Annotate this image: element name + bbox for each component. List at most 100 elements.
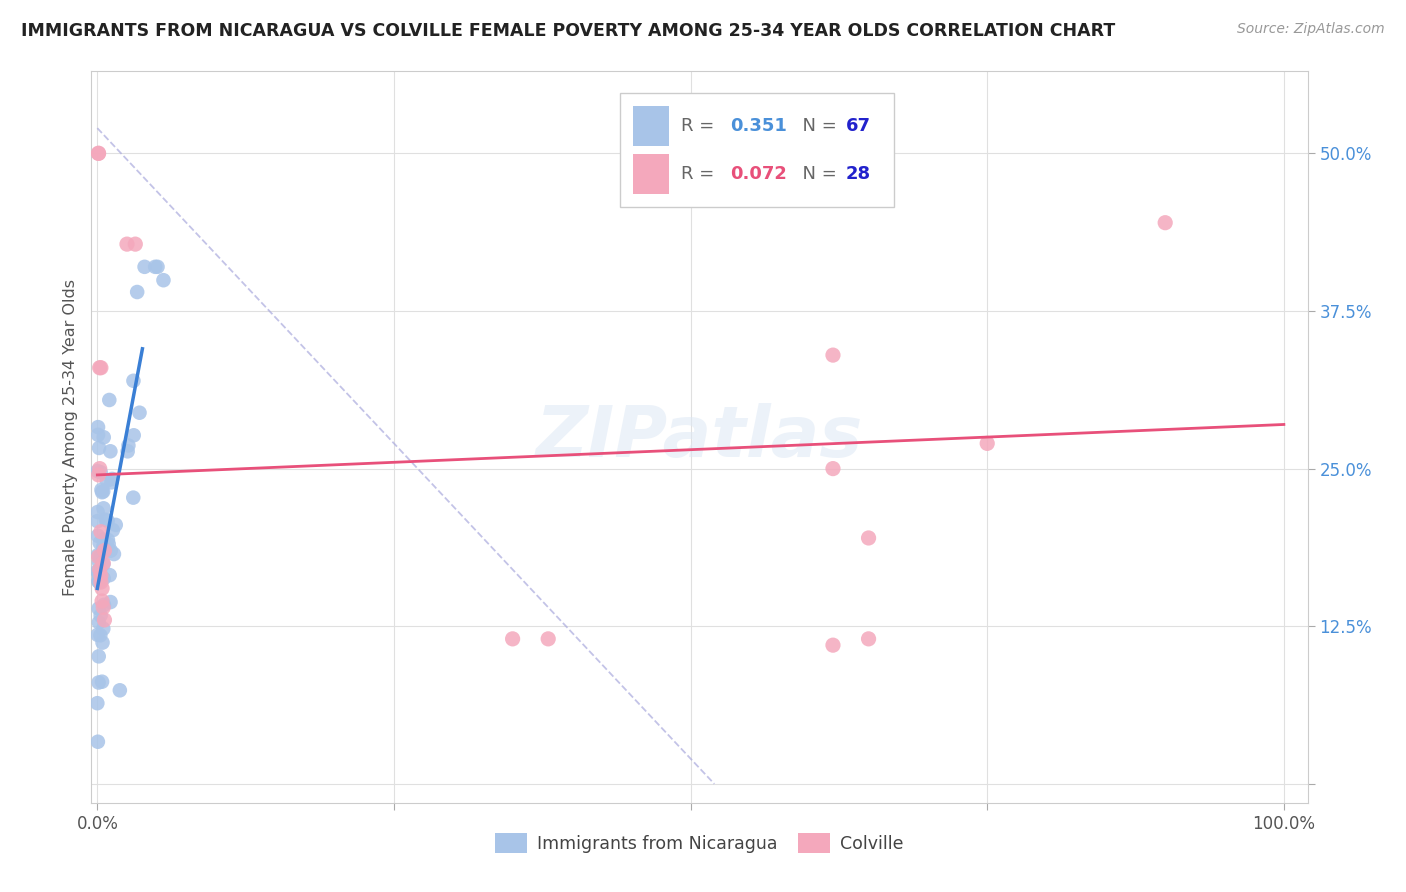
Point	[90, 608, 112, 623]
Point	[115, 237, 138, 252]
Point	[93, 539, 115, 553]
Point	[87, 574, 110, 589]
Point	[122, 428, 145, 442]
Point	[91, 556, 114, 570]
Point	[93, 541, 115, 556]
Point	[87, 146, 110, 161]
Point	[87, 615, 110, 630]
Text: N =: N =	[790, 117, 842, 136]
Point	[90, 575, 112, 590]
Point	[97, 533, 120, 547]
FancyBboxPatch shape	[620, 94, 894, 207]
Point	[90, 569, 112, 583]
Text: 0.351: 0.351	[730, 117, 787, 136]
Point	[100, 475, 122, 490]
Text: N =: N =	[790, 165, 842, 183]
Point	[87, 549, 110, 564]
Point	[108, 683, 131, 698]
Point	[89, 461, 111, 475]
Point	[143, 260, 166, 274]
Point	[128, 406, 150, 420]
Point	[101, 472, 124, 486]
Point	[89, 562, 111, 576]
Point	[89, 628, 111, 642]
Point	[86, 464, 108, 478]
Point	[122, 491, 145, 505]
Point	[91, 622, 114, 636]
Point	[502, 632, 524, 646]
Text: 0.072: 0.072	[730, 165, 787, 183]
Point	[117, 444, 139, 458]
Point	[100, 543, 122, 558]
Point	[134, 260, 156, 274]
Point	[91, 485, 114, 500]
Point	[821, 348, 844, 362]
FancyBboxPatch shape	[633, 153, 669, 194]
Point	[127, 285, 149, 299]
Point	[93, 557, 115, 571]
Point	[93, 430, 115, 444]
Point	[89, 536, 111, 550]
Point	[90, 483, 112, 497]
Point	[91, 594, 114, 608]
Point	[976, 436, 998, 450]
Text: 67: 67	[845, 117, 870, 136]
Point	[91, 484, 114, 499]
Text: R =: R =	[682, 165, 720, 183]
Point	[87, 566, 110, 581]
Point	[821, 461, 844, 475]
Point	[91, 582, 114, 596]
Point	[86, 696, 108, 710]
Point	[117, 438, 139, 452]
Point	[96, 474, 118, 488]
Point	[93, 533, 115, 547]
Point	[87, 735, 110, 749]
Point	[87, 467, 110, 482]
Point	[537, 632, 560, 646]
Point	[89, 572, 111, 586]
Point	[90, 360, 112, 375]
Point	[90, 465, 112, 479]
Point	[87, 601, 110, 615]
Point	[97, 514, 120, 528]
Text: 28: 28	[845, 165, 870, 183]
Point	[89, 360, 111, 375]
Point	[93, 501, 115, 516]
Point	[93, 613, 115, 627]
Point	[93, 598, 115, 612]
Point	[87, 146, 110, 161]
Text: IMMIGRANTS FROM NICARAGUA VS COLVILLE FEMALE POVERTY AMONG 25-34 YEAR OLDS CORRE: IMMIGRANTS FROM NICARAGUA VS COLVILLE FE…	[21, 22, 1115, 40]
Point	[87, 441, 110, 455]
Y-axis label: Female Poverty Among 25-34 Year Olds: Female Poverty Among 25-34 Year Olds	[62, 278, 77, 596]
Point	[858, 632, 880, 646]
Point	[104, 517, 127, 532]
Point	[90, 549, 112, 563]
Point	[94, 513, 117, 527]
Text: R =: R =	[682, 117, 720, 136]
Text: Source: ZipAtlas.com: Source: ZipAtlas.com	[1237, 22, 1385, 37]
Point	[90, 524, 112, 539]
Point	[122, 374, 145, 388]
Point	[97, 537, 120, 551]
Point	[858, 531, 880, 545]
Point	[98, 568, 121, 582]
Point	[87, 649, 110, 664]
Point	[821, 638, 844, 652]
Point	[100, 595, 122, 609]
Point	[86, 514, 108, 528]
Text: ZIPatlas: ZIPatlas	[536, 402, 863, 472]
Point	[86, 505, 108, 519]
Point	[87, 427, 110, 442]
Point	[152, 273, 174, 287]
Point	[89, 575, 111, 590]
Legend: Immigrants from Nicaragua, Colville: Immigrants from Nicaragua, Colville	[488, 826, 911, 860]
Point	[87, 675, 110, 690]
Point	[87, 529, 110, 543]
Point	[93, 571, 115, 585]
Point	[124, 237, 146, 252]
Point	[103, 547, 125, 561]
Point	[86, 628, 108, 642]
Point	[98, 392, 121, 407]
Point	[87, 555, 110, 569]
Point	[91, 674, 114, 689]
